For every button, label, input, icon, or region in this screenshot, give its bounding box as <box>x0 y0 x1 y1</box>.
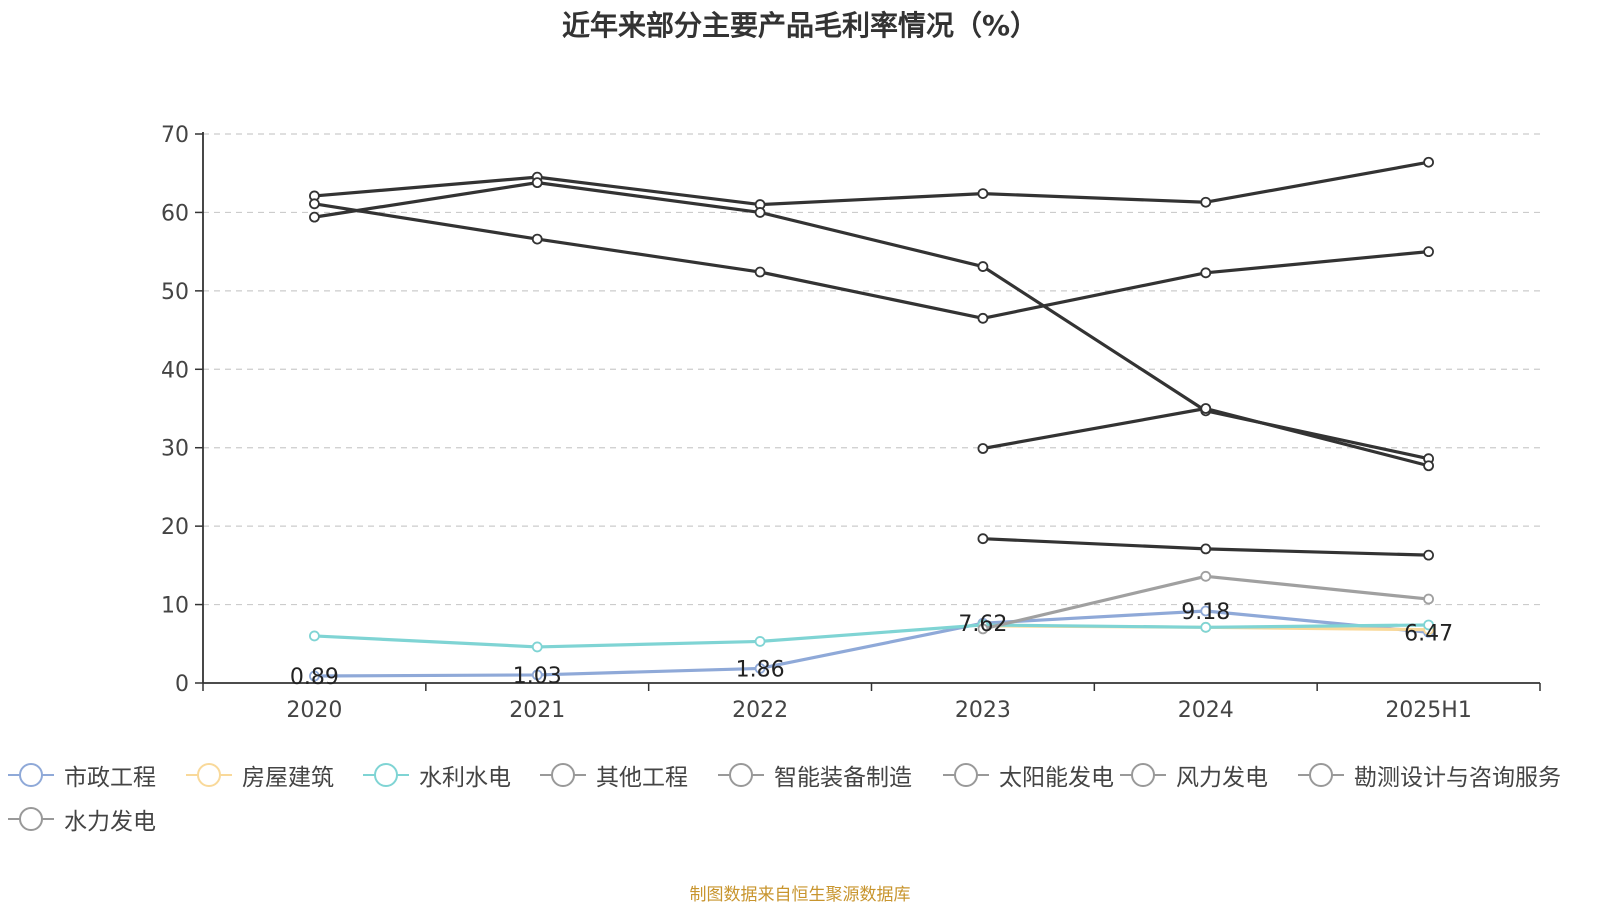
legend-item[interactable]: 智能装备制造 <box>716 760 912 791</box>
y-tick-label: 20 <box>161 515 189 540</box>
legend-label: 智能装备制造 <box>774 765 912 791</box>
legend-item[interactable]: 水利水电 <box>361 760 511 791</box>
data-label: 1.86 <box>736 657 785 682</box>
data-point <box>309 670 320 682</box>
data-point <box>531 669 543 681</box>
y-tick-label: 40 <box>161 358 189 383</box>
data-point <box>309 630 320 642</box>
data-point <box>1200 570 1212 582</box>
data-point <box>754 636 766 647</box>
data-label: 9.18 <box>1181 600 1230 625</box>
legend-marker-icon <box>1120 763 1166 787</box>
data-point <box>1423 246 1434 258</box>
data-point <box>977 261 989 272</box>
data-point <box>309 198 320 210</box>
series-line <box>314 609 1429 678</box>
x-tick-label: 2024 <box>1178 698 1234 723</box>
x-tick-label: 2023 <box>955 698 1011 723</box>
data-point <box>1200 403 1212 414</box>
x-tick-label: 2022 <box>732 698 788 723</box>
y-tick-label: 10 <box>161 594 189 619</box>
data-point <box>977 188 989 200</box>
legend-marker-icon <box>8 763 54 787</box>
legend-marker-icon <box>540 763 586 787</box>
legend-item[interactable]: 勘测设计与咨询服务 <box>1296 760 1561 791</box>
data-label: 7.62 <box>958 612 1007 637</box>
series-line <box>314 623 1429 649</box>
x-tick-label: 2021 <box>509 698 565 723</box>
legend-label: 市政工程 <box>64 765 156 791</box>
legend-item[interactable]: 风力发电 <box>1118 760 1268 791</box>
x-tick-label: 2020 <box>286 698 342 723</box>
data-point <box>1200 605 1212 617</box>
chart-title: 近年来部分主要产品毛利率情况（%） <box>561 9 1039 42</box>
legend-item[interactable]: 太阳能发电 <box>941 760 1114 791</box>
x-tick-label: 2025H1 <box>1385 698 1472 723</box>
legend-marker-icon <box>186 763 232 787</box>
data-point <box>977 443 989 454</box>
series-line <box>314 202 1429 320</box>
data-point <box>754 663 766 674</box>
data-point <box>1423 619 1434 631</box>
data-point <box>1200 621 1212 633</box>
y-tick-label: 30 <box>161 437 189 462</box>
series-line <box>314 181 1429 461</box>
data-point <box>1200 543 1212 555</box>
series-lines <box>309 156 1434 682</box>
legend-label: 水利水电 <box>419 765 511 791</box>
data-label: 1.03 <box>513 664 562 689</box>
data-point <box>1423 549 1434 561</box>
data-labels: 0.89 1.03 1.86 7.62 9.18 6.47 <box>290 600 1453 690</box>
y-tick-label: 60 <box>161 201 189 226</box>
y-tick-label: 50 <box>161 280 189 305</box>
data-point <box>977 312 989 324</box>
data-point <box>531 233 543 245</box>
series-line <box>314 160 1429 207</box>
legend-marker-icon <box>943 763 989 787</box>
legend-item[interactable]: 房屋建筑 <box>184 760 334 791</box>
y-tick-label: 0 <box>175 672 189 697</box>
legend-marker-icon <box>718 763 764 787</box>
legend-label: 其他工程 <box>596 765 688 791</box>
data-point <box>977 533 989 545</box>
data-point <box>754 207 766 218</box>
data-point <box>1423 460 1434 472</box>
y-tick-label: 70 <box>161 123 189 148</box>
data-label: 0.89 <box>290 665 339 690</box>
legend-marker-icon <box>8 807 54 831</box>
data-point <box>531 177 543 189</box>
data-point <box>309 211 320 223</box>
axes: 0 10 20 30 40 50 60 70 2020 2021 2022 2023 2024 2025H… <box>161 123 1541 723</box>
series-line <box>982 406 1429 468</box>
source-note: 制图数据来自恒生聚源数据库 <box>689 885 911 905</box>
legend-marker-icon <box>1298 763 1344 787</box>
data-point <box>1423 156 1434 168</box>
legend-label: 水力发电 <box>64 809 156 835</box>
data-point <box>1200 267 1212 279</box>
legend-label: 太阳能发电 <box>999 765 1114 791</box>
data-point <box>754 266 766 278</box>
data-point <box>1423 593 1434 605</box>
legend-item[interactable]: 其他工程 <box>538 760 688 791</box>
data-point <box>1200 196 1212 208</box>
data-label: 6.47 <box>1404 621 1453 646</box>
legend-label: 勘测设计与咨询服务 <box>1354 765 1561 791</box>
data-point <box>531 641 543 653</box>
legend-item[interactable]: 市政工程 <box>6 760 156 791</box>
data-point <box>977 623 989 635</box>
legend-label: 风力发电 <box>1176 765 1268 791</box>
gridlines <box>203 133 1540 606</box>
legend-label: 房屋建筑 <box>242 765 334 791</box>
legend-item[interactable]: 水力发电 <box>6 804 156 835</box>
legend-marker-icon <box>363 763 409 787</box>
